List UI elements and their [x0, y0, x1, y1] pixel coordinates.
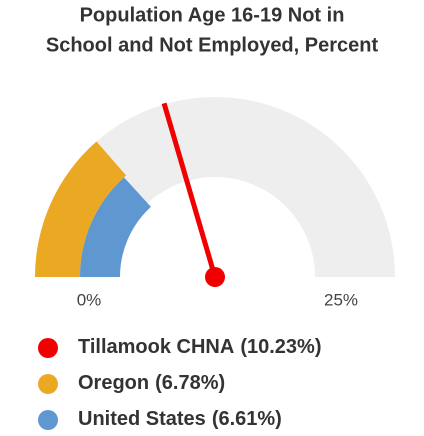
chart-title: Population Age 16-19 Not in [80, 4, 345, 26]
legend-marker [38, 410, 58, 430]
tick-label: 0% [77, 290, 102, 309]
needle-pivot [205, 267, 225, 287]
legend-value: (6.78%) [155, 372, 225, 394]
legend-value: (6.61%) [212, 408, 282, 430]
legend-label: United States (6.61%) [78, 408, 282, 430]
legend-marker [38, 374, 58, 394]
legend-marker [38, 338, 58, 358]
tick-label: 25% [324, 290, 358, 309]
legend-value: (10.23%) [240, 336, 321, 358]
legend-name: Oregon [78, 372, 149, 394]
chart-title: School and Not Employed, Percent [46, 34, 379, 56]
needle [161, 102, 218, 278]
legend-label: Tillamook CHNA (10.23%) [78, 336, 321, 358]
legend-name: Tillamook CHNA [78, 336, 234, 358]
legend-label: Oregon (6.78%) [78, 372, 225, 394]
gauge-arc [35, 141, 127, 277]
legend-name: United States [78, 408, 206, 430]
gauge-arc [80, 177, 151, 277]
